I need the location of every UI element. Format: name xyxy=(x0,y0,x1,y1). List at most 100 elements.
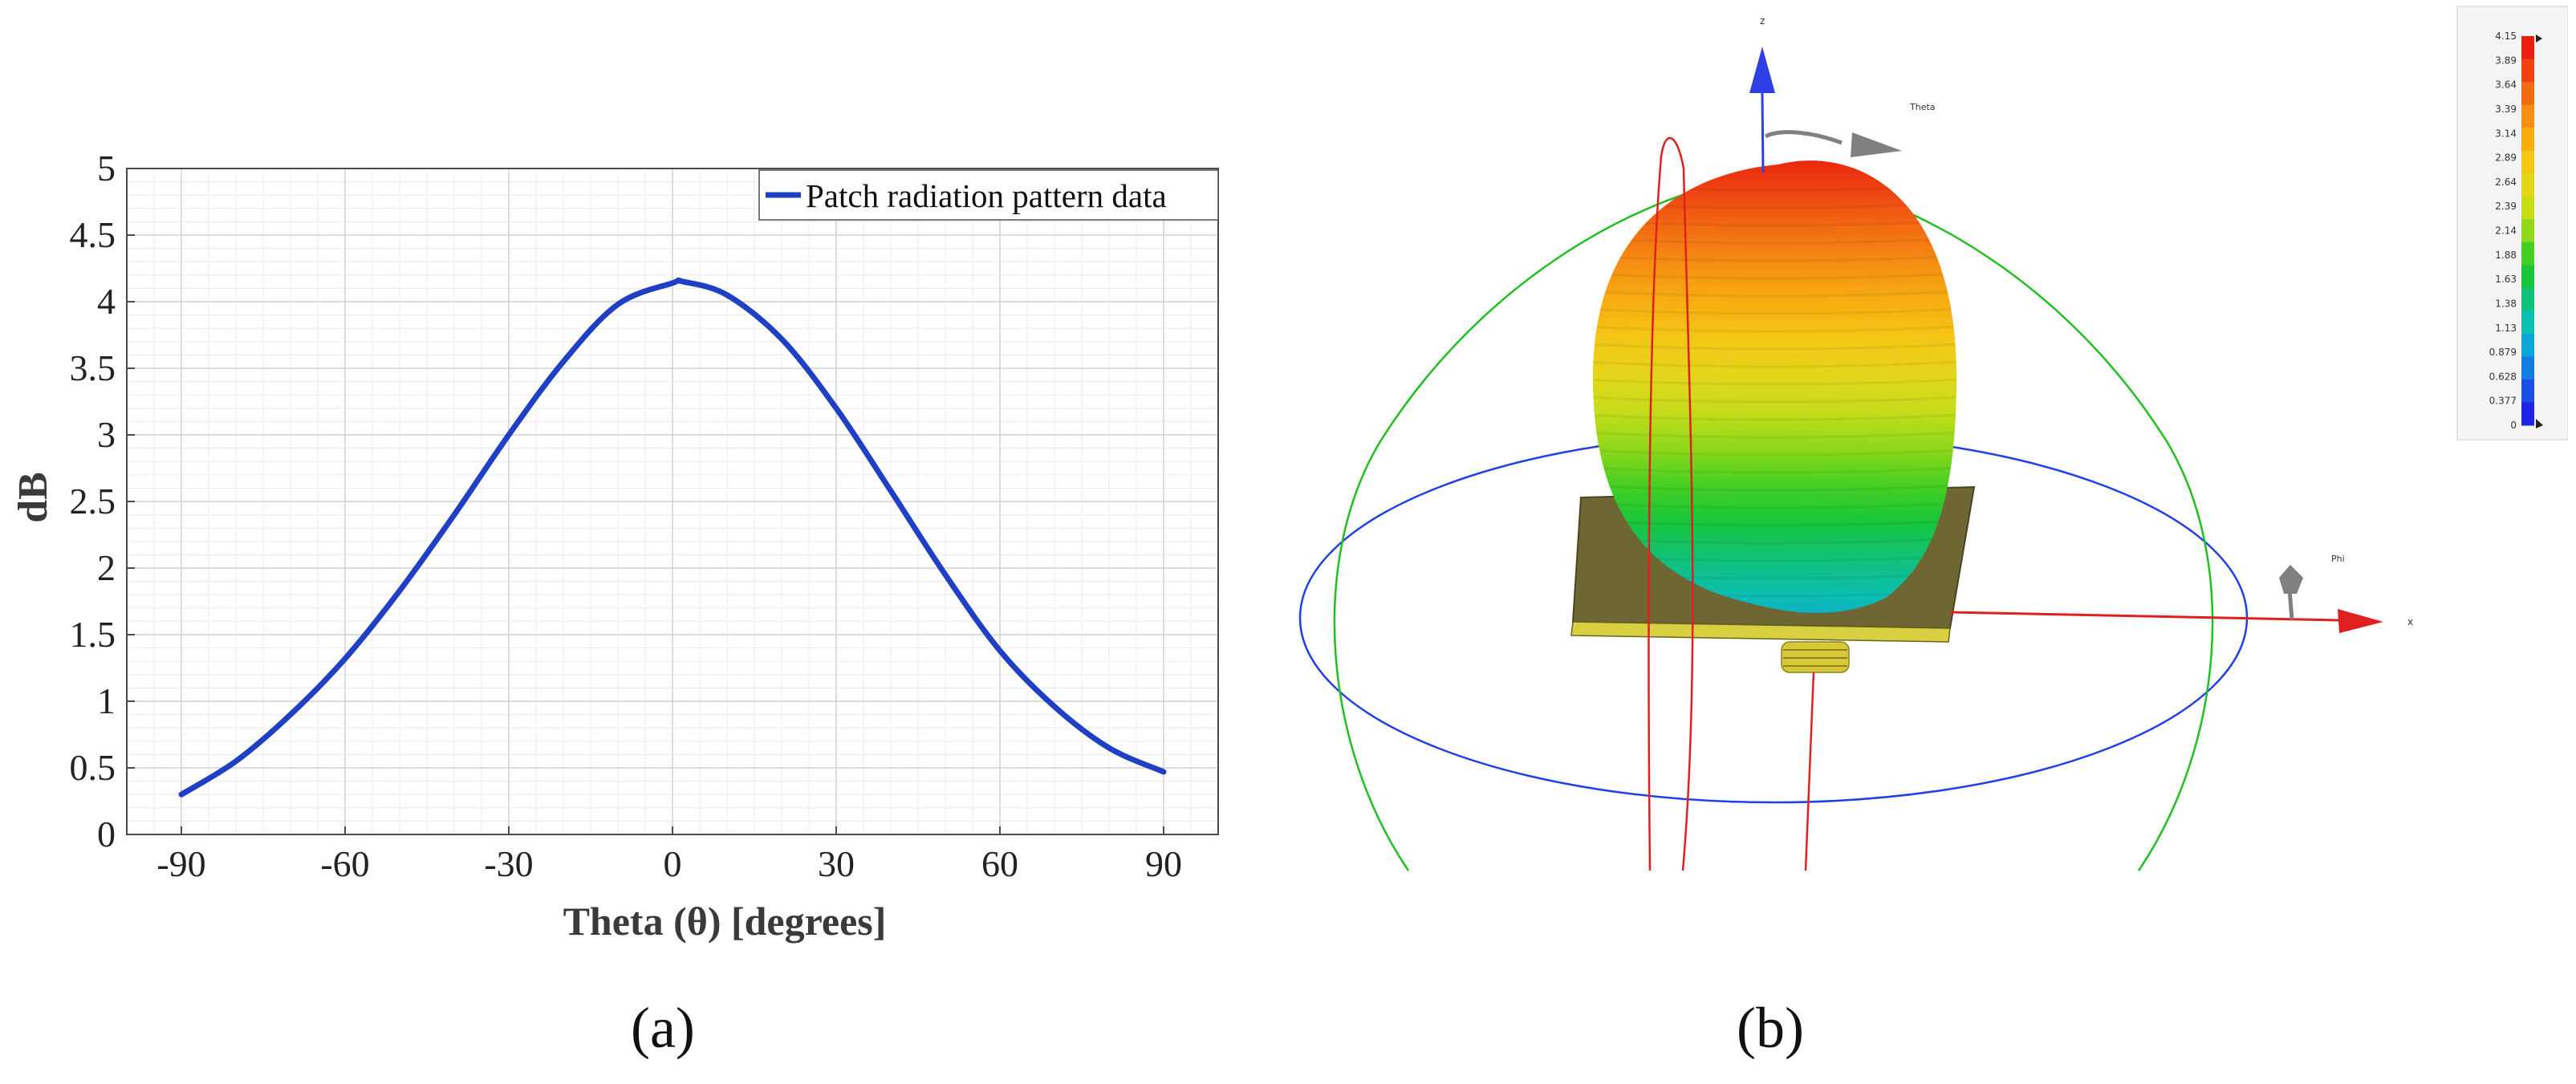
x-axis-label: Theta (θ) [degrees] xyxy=(563,899,887,944)
colorbar-cell xyxy=(2521,196,2534,220)
colorbar-cell xyxy=(2521,104,2534,128)
connector xyxy=(1781,641,1850,673)
y-tick-label: 1.5 xyxy=(70,614,116,655)
colorbar-cell xyxy=(2521,379,2534,403)
colorbar-label: 1.13 xyxy=(2495,323,2517,334)
colorbar-cell xyxy=(2521,59,2534,83)
y-tick-label: 2 xyxy=(97,547,116,588)
radiation-pattern-chart: -90 -60 -30 0 30 60 90 0 0.5 1 1.5 2 2.5 3 3.5 4 4.5 5 T… xyxy=(10,148,1219,944)
feed-line xyxy=(1804,672,1815,871)
x-tick-label: -60 xyxy=(320,843,369,884)
theta-zero-curve xyxy=(1648,136,1694,871)
substrate-side xyxy=(1570,621,1951,643)
colorbar-labels: 4.15 3.89 3.64 3.39 3.14 2.89 2.64 2.39 2.14 1.88… xyxy=(2489,30,2517,431)
lobe-band xyxy=(1593,359,1956,368)
x-tick-label: 0 xyxy=(664,843,682,884)
y-tick-label: 0.5 xyxy=(70,747,116,788)
lobe-band xyxy=(1593,254,1956,262)
phi-indicator-arrow xyxy=(2279,565,2303,594)
x-axis-label: x xyxy=(2407,616,2413,627)
colorbar-label: 1.38 xyxy=(2495,298,2517,309)
colorbar-label: 2.89 xyxy=(2495,152,2517,164)
lobe-band xyxy=(1593,395,1956,404)
lobe-band xyxy=(1593,448,1956,457)
x-tick-label: 60 xyxy=(981,843,1018,884)
lobe-band xyxy=(1593,501,1956,510)
colorbar-cell xyxy=(2521,287,2534,311)
colorbar-cell xyxy=(2521,333,2534,357)
x-tick-label: -30 xyxy=(484,843,533,884)
lobe-band xyxy=(1593,430,1956,439)
lobe-band xyxy=(1593,342,1956,351)
colorbar-cell xyxy=(2521,402,2534,426)
phi-label: Phi xyxy=(2331,554,2345,564)
colorbar-cell xyxy=(2521,36,2534,60)
lobe-band xyxy=(1593,465,1956,474)
z-axis-arrow xyxy=(1749,47,1775,93)
series-line xyxy=(178,277,1167,798)
colorbar-cell xyxy=(2521,265,2534,289)
caption-b: (b) xyxy=(1737,996,1804,1060)
lobe-band xyxy=(1593,307,1956,315)
colorbar-label: 3.64 xyxy=(2495,79,2517,91)
lobe-band xyxy=(1593,289,1956,298)
colorbar: 4.15 3.89 3.64 3.39 3.14 2.89 2.64 2.39 2.14 1.88… xyxy=(2456,6,2568,441)
colorbar-cell xyxy=(2521,82,2534,106)
colorbar-cells xyxy=(2521,36,2534,426)
lobe-band xyxy=(1593,483,1956,492)
colorbar-label: 0.879 xyxy=(2489,347,2517,358)
colorbar-label: 3.14 xyxy=(2495,128,2517,139)
colorbar-cell xyxy=(2521,242,2534,266)
theta-label: Theta xyxy=(1909,102,1936,112)
colorbar-cell xyxy=(2521,219,2534,243)
y-tick-label: 3.5 xyxy=(70,347,116,388)
x-axis-arrow xyxy=(2338,609,2383,633)
lobe-band xyxy=(1593,377,1956,386)
colorbar-panel xyxy=(2456,6,2568,441)
legend-box xyxy=(758,169,1219,221)
theta-indicator-arrow xyxy=(1851,132,1902,157)
y-tick-label: 0 xyxy=(97,814,116,855)
y-tick-label: 1 xyxy=(97,680,116,721)
colorbar-cell xyxy=(2521,173,2534,197)
y-tick-label: 3 xyxy=(97,414,116,455)
z-axis-label: z xyxy=(1760,15,1765,26)
legend-label: Patch radiation pattern data xyxy=(806,177,1167,214)
lobe-band xyxy=(1593,324,1956,333)
radiation-lobe xyxy=(1593,160,1956,613)
colorbar-cell xyxy=(2521,311,2534,335)
caption-a: (a) xyxy=(631,996,695,1060)
chart-legend: Patch radiation pattern data xyxy=(758,169,1219,221)
colorbar-label: 3.89 xyxy=(2495,55,2517,66)
y-axis-ticks: 0 0.5 1 1.5 2 2.5 3 3.5 4 4.5 5 xyxy=(70,148,135,855)
series-layer xyxy=(178,277,1167,798)
x-tick-label: 30 xyxy=(818,843,855,884)
colorbar-cell xyxy=(2521,356,2534,380)
lobe-band xyxy=(1593,412,1956,421)
3d-radiation-pattern: x z Theta Phi 4.15 3.89 3.64 3.39 3.14 2.89 2.… xyxy=(1298,6,2568,871)
x-tick-label: 90 xyxy=(1145,843,1182,884)
colorbar-cell xyxy=(2521,150,2534,174)
z-axis-line xyxy=(1761,91,1765,173)
colorbar-max-marker xyxy=(2536,35,2542,43)
phi-indicator-stem xyxy=(2287,589,2294,620)
colorbar-label: 0.377 xyxy=(2489,396,2517,407)
colorbar-label: 2.14 xyxy=(2495,225,2517,237)
colorbar-label: 3.39 xyxy=(2495,104,2517,115)
colorbar-cell xyxy=(2521,128,2534,152)
y-tick-label: 4.5 xyxy=(70,214,116,255)
lobe-band xyxy=(1593,271,1956,280)
y-tick-label: 2.5 xyxy=(70,481,116,522)
y-axis-label: dB xyxy=(10,472,56,523)
lobe-band xyxy=(1593,518,1956,527)
colorbar-min-marker xyxy=(2536,419,2543,428)
x-axis-line xyxy=(1949,611,2340,622)
colorbar-label: 1.88 xyxy=(2495,250,2517,261)
colorbar-label: 0.628 xyxy=(2489,371,2517,382)
y-tick-label: 4 xyxy=(97,281,116,322)
x-axis-ticks: -90 -60 -30 0 30 60 90 xyxy=(156,826,1182,884)
colorbar-label: 4.15 xyxy=(2495,30,2517,42)
colorbar-label: 1.63 xyxy=(2495,274,2517,285)
x-tick-label: -90 xyxy=(156,843,205,884)
